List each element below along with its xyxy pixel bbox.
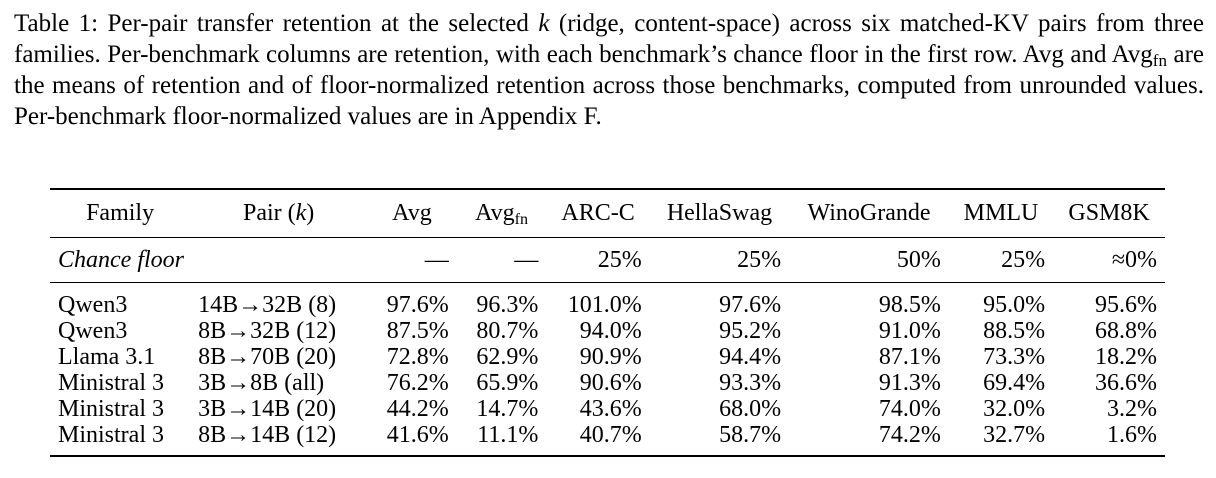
cell-avg: 76.2% (386, 370, 449, 396)
cell-family: Ministral 3 (58, 370, 164, 396)
cell-hellaswag: 95.2% (719, 318, 782, 344)
cell-mmlu: 32.0% (983, 396, 1046, 422)
results-table: Family Pair (k) Avg Avgfn ARC-C HellaSwa… (50, 188, 1165, 457)
floor-winogrande: 50% (789, 237, 949, 283)
header-gsm8k: GSM8K (1053, 188, 1165, 238)
header-winogrande: WinoGrande (789, 188, 949, 238)
table-row: Ministral 3 3B→14B (20) 44.2% 14.7% 43.6% 68.… (50, 396, 1165, 422)
cell-winogrande: 74.2% (789, 422, 949, 457)
cell-hellaswag: 93.3% (719, 370, 782, 396)
cell-avgfn: 14.7% (476, 396, 539, 422)
cell-family: Ministral 3 (58, 396, 164, 422)
header-pair: Pair (k) (190, 188, 368, 238)
cell-pair: 14B→32B (8) (190, 282, 368, 318)
header-row: Family Pair (k) Avg Avgfn ARC-C HellaSwa… (50, 188, 1165, 238)
cell-hellaswag: 94.4% (719, 344, 782, 370)
header-hellaswag: HellaSwag (649, 188, 790, 238)
cell-avg: 44.2% (386, 396, 449, 422)
cell-avg: 97.6% (367, 282, 457, 318)
cell-mmlu: 95.0% (948, 282, 1054, 318)
cell-hellaswag: 97.6% (649, 282, 790, 318)
cell-gsm8k: 68.8% (1095, 318, 1157, 344)
cell-avg: 72.8% (386, 344, 449, 370)
cell-avgfn: 62.9% (476, 344, 539, 370)
results-table-container: Family Pair (k) Avg Avgfn ARC-C HellaSwa… (50, 188, 1165, 457)
cell-family: Llama 3.1 (58, 344, 156, 370)
header-arc-c: ARC-C (546, 188, 650, 238)
table-caption: Table 1: Per-pair transfer retention at … (14, 10, 1204, 130)
cell-pair: 8B→32B (12) (198, 318, 337, 344)
table-row: Qwen3 8B→32B (12) 87.5% 80.7% 94.0% 95.2% 91.0… (50, 318, 1165, 344)
table-row: Llama 3.1 8B→70B (20) 72.8% 62.9% 90.9% 94.4%… (50, 344, 1165, 370)
cell-family: Qwen3 (50, 282, 191, 318)
cell-avgfn: 11.1% (456, 422, 547, 457)
cell-family: Ministral 3 (50, 422, 191, 457)
cell-avgfn: 80.7% (476, 318, 539, 344)
header-avgfn: Avgfn (456, 188, 547, 238)
cell-winogrande: 91.0% (878, 318, 941, 344)
table-row: Ministral 3 3B→8B (all) 76.2% 65.9% 90.6% 93.… (50, 370, 1165, 396)
cell-avgfn: 65.9% (476, 370, 539, 396)
table-row: Qwen3 14B→32B (8) 97.6% 96.3% 101.0% 97.6% 98.… (50, 282, 1165, 318)
cell-hellaswag: 58.7% (649, 422, 790, 457)
cell-winogrande: 74.0% (878, 396, 941, 422)
cell-gsm8k: 95.6% (1053, 282, 1165, 318)
cell-arc-c: 101.0% (546, 282, 650, 318)
chance-floor-row: Chance floor — — 25% 25% 50% 25% ≈0% (50, 237, 1165, 283)
cell-winogrande: 91.3% (878, 370, 941, 396)
cell-arc-c: 90.9% (579, 344, 642, 370)
cell-mmlu: 73.3% (983, 344, 1046, 370)
cell-avg: 41.6% (367, 422, 457, 457)
cell-pair: 3B→8B (all) (198, 370, 325, 396)
floor-hellaswag: 25% (649, 237, 790, 283)
chance-floor-label: Chance floor (50, 237, 368, 283)
cell-arc-c: 94.0% (579, 318, 642, 344)
cell-pair: 3B→14B (20) (198, 396, 337, 422)
header-avg: Avg (367, 188, 457, 238)
cell-pair: 8B→70B (20) (198, 344, 337, 370)
cell-winogrande: 87.1% (878, 344, 941, 370)
cell-arc-c: 90.6% (579, 370, 642, 396)
floor-gsm8k: ≈0% (1053, 237, 1165, 283)
cell-avg: 87.5% (386, 318, 449, 344)
cell-mmlu: 88.5% (983, 318, 1046, 344)
cell-gsm8k: 36.6% (1095, 370, 1157, 396)
table-row: Ministral 3 8B→14B (12) 41.6% 11.1% 40.7% 58.… (50, 422, 1165, 457)
cell-winogrande: 98.5% (789, 282, 949, 318)
caption-label: Table 1: (14, 10, 99, 37)
floor-mmlu: 25% (948, 237, 1054, 283)
header-mmlu: MMLU (948, 188, 1054, 238)
cell-mmlu: 32.7% (948, 422, 1054, 457)
cell-gsm8k: 1.6% (1053, 422, 1165, 457)
cell-hellaswag: 68.0% (719, 396, 782, 422)
cell-arc-c: 40.7% (546, 422, 650, 457)
header-family: Family (50, 188, 191, 238)
cell-mmlu: 69.4% (983, 370, 1046, 396)
cell-pair: 8B→14B (12) (190, 422, 368, 457)
floor-avgfn: — (456, 237, 547, 283)
cell-avgfn: 96.3% (456, 282, 547, 318)
cell-family: Qwen3 (58, 318, 128, 344)
cell-gsm8k: 3.2% (1107, 396, 1157, 422)
cell-gsm8k: 18.2% (1095, 344, 1157, 370)
floor-arc-c: 25% (546, 237, 650, 283)
cell-arc-c: 43.6% (579, 396, 642, 422)
floor-avg: — (367, 237, 457, 283)
